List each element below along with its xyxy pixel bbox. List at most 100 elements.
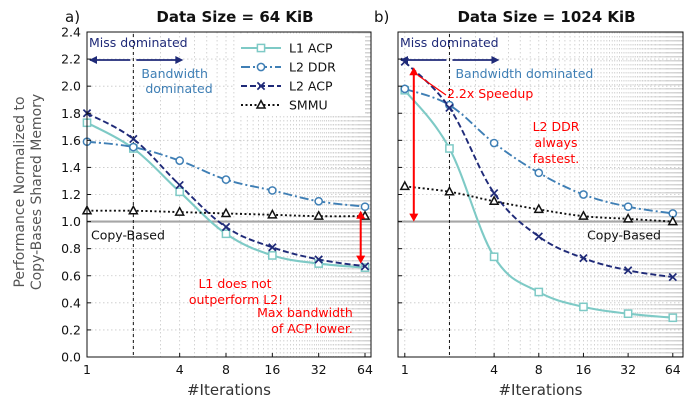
marker-l2-acp (268, 243, 277, 252)
marker-l2-ddr (267, 186, 277, 195)
y-tick-label: 2.0 (61, 79, 81, 94)
y-tick-label: 2.2 (61, 52, 81, 67)
regime-arrowhead-right (175, 56, 184, 64)
x-tick-label: 4 (176, 362, 184, 377)
series-l2-acp (400, 57, 677, 282)
panel-title: Data Size = 64 KiB (156, 8, 313, 26)
y-tick-label: 2.4 (61, 25, 81, 40)
marker-l2-ddr (579, 190, 588, 199)
x-axis-label: #Iterations (187, 381, 271, 399)
annotation-l1-line1: L1 does not (198, 276, 271, 291)
y-tick-label: 0.8 (61, 241, 81, 256)
marker-l1-acp (221, 229, 231, 239)
x-tick-label: 1 (83, 362, 91, 377)
x-tick-label: 4 (490, 362, 498, 377)
x-tick-label: 32 (311, 362, 327, 377)
marker-smmu (533, 203, 545, 214)
regime-arrowhead-left (89, 56, 97, 64)
marker-l1-acp (267, 251, 277, 260)
legend-label-l1-acp: L1 ACP (289, 41, 333, 56)
marker-l2-acp (668, 272, 677, 282)
marker-l2-acp (129, 134, 138, 144)
y-tick-label: 1.6 (61, 133, 81, 148)
marker-l2-ddr (400, 84, 410, 94)
annotation-ddr-line1: L2 DDR (533, 119, 580, 134)
marker-l2-acp (314, 255, 323, 264)
panel-a: Copy-Based Miss dominated Bandwidthdominat… (61, 8, 373, 399)
marker-l1-acp (668, 313, 678, 323)
marker-l2-ddr (489, 138, 499, 148)
series-l2-acp (82, 109, 370, 271)
marker-smmu (174, 206, 185, 216)
x-tick-label: 64 (665, 362, 681, 377)
marker-l1-acp (534, 287, 544, 297)
legend-marker-l2-ddr (256, 62, 266, 72)
baseline-label: Copy-Based (587, 228, 661, 243)
panel-title: Data Size = 1024 KiB (457, 8, 635, 26)
annotation-arrowhead-up (356, 210, 366, 219)
x-tick-label: 16 (264, 362, 280, 377)
marker-l2-acp (534, 232, 543, 241)
marker-l2-acp (445, 103, 454, 113)
marker-l1-acp (175, 187, 185, 197)
x-tick-label: 32 (620, 362, 636, 377)
y-axis-label-line1: Performance Normalized to (12, 96, 28, 287)
marker-l2-acp (221, 222, 231, 232)
x-tick-label: 8 (535, 362, 543, 377)
panel-label: a) (65, 8, 80, 26)
legend-marker-l2-acp (256, 81, 266, 91)
annotation-l1-line2: outperform L2! (189, 292, 283, 307)
regime-label-miss: Miss dominated (89, 35, 188, 50)
regime-label-miss: Miss dominated (400, 35, 499, 50)
x-tick-label: 1 (401, 362, 409, 377)
marker-l2-ddr (623, 202, 633, 212)
regime-arrowhead-right (491, 56, 500, 64)
marker-smmu (578, 210, 589, 220)
y-tick-label: 1.4 (61, 160, 81, 175)
y-tick-label: 1.2 (61, 187, 81, 202)
y-tick-label: 0.4 (61, 295, 81, 310)
marker-smmu (444, 185, 455, 196)
marker-smmu (128, 204, 139, 215)
marker-l2-acp (360, 262, 370, 271)
regime-label-bandwidth: Bandwidth dominated (455, 66, 593, 81)
marker-smmu (488, 195, 500, 206)
regime-label-bandwidth-line1: Bandwidth (141, 66, 208, 81)
marker-l1-acp (360, 263, 370, 272)
speedup-leader-line (417, 74, 447, 96)
annotation-acp-line2: of ACP lower. (271, 321, 353, 336)
legend-marker-l1-acp (256, 43, 266, 53)
y-tick-label: 0.6 (61, 268, 81, 283)
marker-l1-acp (623, 309, 633, 319)
marker-smmu (220, 207, 232, 218)
panel-label: b) (374, 8, 389, 26)
y-axis-label-line2: Copy-Bases Shared Memory (29, 94, 45, 290)
panel-b: Copy-Based Miss dominated Bandwidth domina… (374, 8, 684, 399)
x-tick-label: 16 (575, 362, 591, 377)
annotation-acp-line1: Max bandwidth (257, 305, 353, 320)
marker-l2-acp (489, 188, 499, 198)
marker-l2-ddr (128, 142, 138, 152)
marker-l1-acp (579, 302, 588, 312)
marker-l1-acp (445, 144, 454, 153)
series-l1-acp (400, 85, 678, 323)
regime-label-bandwidth-line2: dominated (145, 81, 212, 96)
annotation-arrowhead-down (356, 255, 366, 264)
marker-smmu (313, 210, 324, 220)
x-tick-label: 8 (222, 362, 230, 377)
speedup-arrowhead-up (409, 67, 419, 76)
x-tick-label: 64 (357, 362, 373, 377)
legend-label-l2-acp: L2 ACP (289, 79, 333, 94)
legend-label-l2-ddr: L2 DDR (289, 60, 336, 75)
marker-smmu (399, 180, 411, 191)
marker-l2-acp (579, 253, 588, 263)
marker-smmu (267, 208, 278, 219)
marker-smmu (667, 215, 679, 226)
marker-l2-acp (175, 180, 184, 190)
baseline-label: Copy-Based (91, 228, 165, 243)
marker-l2-ddr (360, 202, 370, 212)
series-smmu (399, 180, 679, 226)
marker-smmu (622, 212, 634, 223)
y-tick-label: 0.2 (61, 322, 81, 337)
